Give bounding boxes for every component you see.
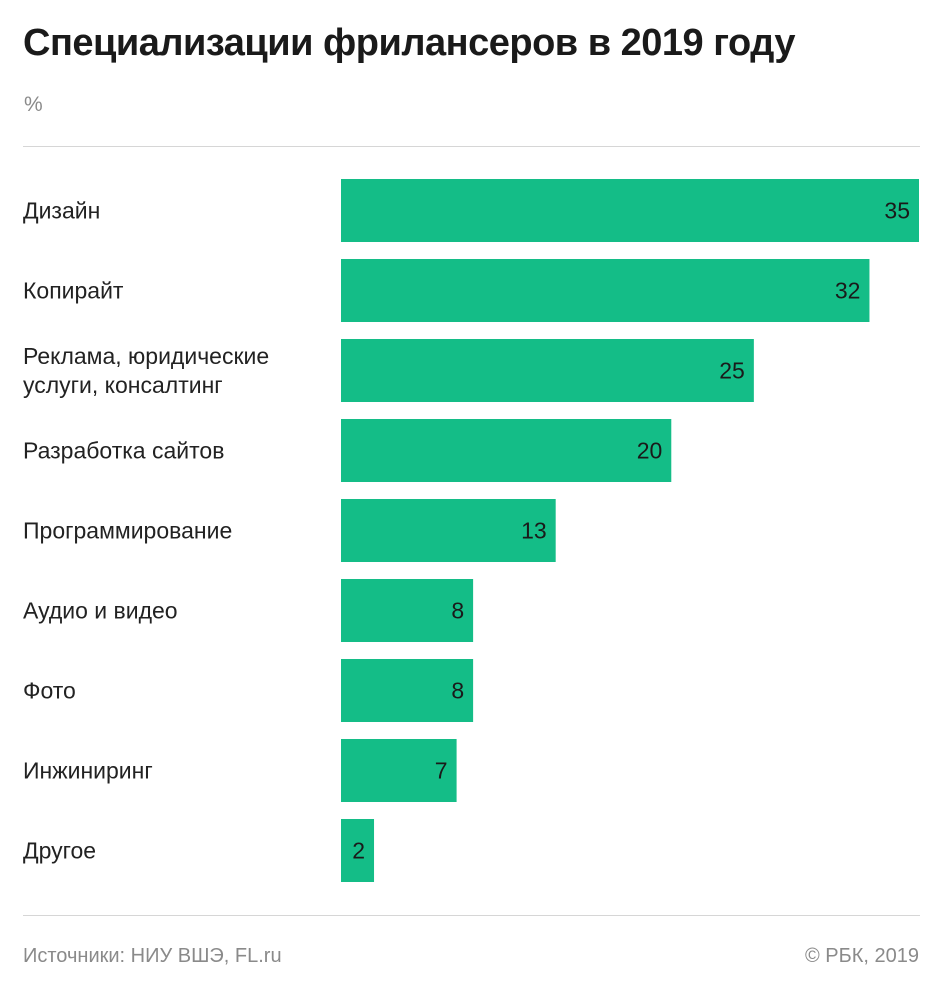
category-label: Фото [23,678,76,704]
bar-value-label: 32 [835,278,861,304]
bar-value-label: 25 [719,358,745,384]
category-label: Аудио и видео [23,598,178,624]
category-label: Инжиниринг [23,758,153,784]
bar-6 [341,579,474,642]
category-label: Копирайт [23,278,124,304]
bar-value-label: 2 [352,838,365,864]
bar-1 [341,179,919,242]
copyright-note: © РБК, 2019 [804,945,919,967]
bar-chart: 35 Дизайн 32 Копирайт 25 Реклама, юридические… [23,179,919,882]
category-label: Реклама, юридические услуги, консалтинг [23,343,269,398]
category-label: Другое [23,838,96,864]
bar-value-label: 35 [884,198,910,224]
source-note: Источники: НИУ ВШЭ, FL.ru [23,945,282,967]
category-label: Разработка сайтов [23,438,224,464]
bar-4 [341,419,672,482]
bar-7 [341,659,474,722]
bar-5 [341,499,556,562]
bar-value-label: 13 [521,518,547,544]
category-label: Дизайн [23,198,100,224]
bottom-divider [23,915,920,916]
bar-8 [341,739,457,802]
top-divider [23,146,920,147]
bar-value-label: 20 [637,438,663,464]
bar-value-label: 8 [451,678,464,704]
unit-label: % [24,93,43,116]
bar-value-label: 8 [451,598,464,624]
category-label: Программирование [23,518,232,544]
bar-3 [341,339,754,402]
chart-title: Специализации фрилансеров в 2019 году [23,22,795,64]
bar-9 [341,819,375,882]
bar-value-label: 7 [435,758,448,784]
bar-2 [341,259,870,322]
